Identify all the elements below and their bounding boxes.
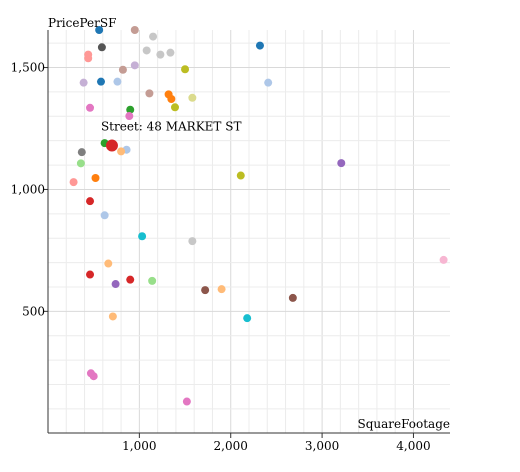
data-point bbox=[255, 41, 264, 50]
data-point bbox=[100, 211, 109, 220]
grid bbox=[48, 30, 450, 433]
x-tick-label: 3,000 bbox=[305, 439, 339, 453]
data-point bbox=[181, 65, 190, 74]
data-point bbox=[142, 46, 151, 55]
data-point bbox=[125, 112, 134, 121]
data-point bbox=[145, 89, 154, 98]
data-point bbox=[138, 232, 147, 241]
data-point bbox=[89, 372, 98, 381]
data-point bbox=[201, 286, 210, 295]
data-point bbox=[97, 43, 106, 52]
data-point bbox=[69, 178, 78, 187]
data-point bbox=[148, 276, 157, 285]
axes: 1,000 2,000 3,000 4,000 500 1,000 1,500 bbox=[11, 30, 450, 453]
data-point bbox=[108, 312, 117, 321]
data-point bbox=[86, 103, 95, 112]
data-points bbox=[69, 26, 448, 406]
y-tick-label: 500 bbox=[22, 304, 45, 318]
data-point bbox=[182, 397, 191, 406]
data-point bbox=[288, 293, 297, 302]
data-point bbox=[188, 93, 197, 102]
data-point bbox=[96, 77, 105, 86]
data-point bbox=[156, 50, 165, 59]
x-tick-label: 4,000 bbox=[396, 439, 430, 453]
data-point bbox=[167, 94, 176, 103]
data-point bbox=[130, 61, 139, 70]
data-point bbox=[337, 159, 346, 168]
data-point bbox=[130, 26, 139, 34]
data-point bbox=[117, 147, 126, 156]
data-point bbox=[113, 77, 122, 86]
data-point bbox=[86, 197, 95, 206]
data-point bbox=[149, 32, 158, 41]
highlighted-point bbox=[105, 139, 118, 152]
data-point bbox=[243, 314, 252, 323]
data-point bbox=[76, 159, 85, 168]
data-point bbox=[236, 171, 245, 180]
data-point bbox=[86, 270, 95, 279]
data-point bbox=[95, 26, 104, 34]
data-point bbox=[104, 259, 113, 268]
x-axis-title: SquareFootage bbox=[357, 417, 450, 431]
data-point bbox=[188, 237, 197, 246]
data-point bbox=[439, 255, 448, 264]
y-axis-title: PricePerSF bbox=[48, 16, 116, 30]
data-point bbox=[217, 285, 226, 294]
x-tick-label: 2,000 bbox=[214, 439, 248, 453]
data-point bbox=[170, 103, 179, 112]
data-point bbox=[118, 65, 127, 74]
data-point bbox=[77, 148, 86, 157]
data-point bbox=[166, 48, 175, 57]
data-point bbox=[126, 105, 135, 114]
y-tick-label: 1,000 bbox=[11, 182, 45, 196]
data-point bbox=[91, 173, 100, 182]
data-point bbox=[111, 280, 120, 289]
data-point bbox=[84, 54, 93, 63]
data-point bbox=[126, 275, 135, 284]
y-tick-label: 1,500 bbox=[11, 61, 45, 75]
data-point bbox=[79, 78, 88, 87]
x-tick-label: 1,000 bbox=[122, 439, 156, 453]
data-point bbox=[264, 78, 273, 87]
point-tooltip: Street: 48 MARKET ST bbox=[101, 120, 242, 134]
